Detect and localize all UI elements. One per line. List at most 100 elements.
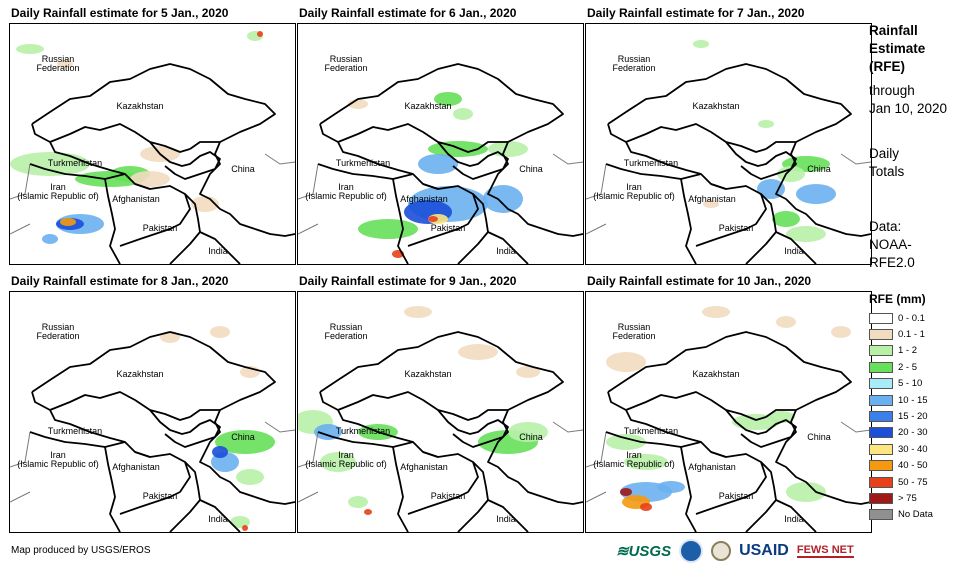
country-border-line [319,331,564,418]
country-label: Kazakhstan [692,369,739,379]
neighbor-border-line [298,491,319,503]
rainfall-patch [624,454,668,470]
neighbor-border-line [298,163,319,200]
country-label: Kazakhstan [116,369,163,379]
country-label: India [784,514,804,524]
legend: 0 - 0.1 0.1 - 1 1 - 2 2 - 5 5 - 10 10 - 15 15 … [869,310,933,523]
country-border-line [680,446,697,532]
country-label: Kazakhstan [692,101,739,111]
country-border-line [437,141,509,180]
country-border-line [199,409,256,498]
neighbor-border-line [840,153,871,165]
rainfall-patch [60,218,76,226]
side-title-line: Rainfall [869,23,918,38]
country-border-line [775,231,817,264]
side-through-line: Jan 10, 2020 [869,101,948,116]
rainfall-patch [702,306,730,318]
country-label: India [496,514,516,524]
rainfall-map: Russian Federation Kazakhstan Turkmenistan C… [297,23,584,265]
country-label: Afghanistan [112,462,160,472]
country-border-line [775,499,817,532]
map-panel-jan8: Daily Rainfall estimate for 8 Jan., 2020… [9,274,296,533]
map-panel-jan6: Daily Rainfall estimate for 6 Jan., 2020… [297,6,584,265]
legend-swatch [869,345,893,357]
rainfall-patch [453,108,473,120]
country-label: Turkmenistan [336,158,390,168]
neighbor-border-line [10,163,31,200]
rainfall-patch [10,152,90,176]
rainfall-patch [404,306,432,318]
country-border-line [31,331,276,418]
country-border-line [775,141,832,230]
neighbor-border-line [552,153,583,165]
country-label: Pakistan [431,223,466,233]
country-label: Pakistan [719,223,754,233]
country-border-line [775,409,832,498]
country-border-line [317,431,414,448]
legend-label: 5 - 10 [898,378,923,390]
side-through: through Jan 10, 2020 [869,82,947,118]
country-border-line [607,391,767,421]
legend-item: 20 - 30 [869,425,933,441]
rainfall-patch [57,60,73,68]
neighbor-border-line [586,163,607,200]
rainfall-patch [767,411,795,423]
country-label: Afghanistan [400,462,448,472]
panel-title: Daily Rainfall estimate for 7 Jan., 2020 [587,6,805,20]
legend-label: 20 - 30 [898,427,928,439]
country-border-line [31,391,191,421]
country-border-line [319,63,564,150]
rainfall-patch [210,326,230,338]
neighbor-border-line [264,153,295,165]
legend-label: 2 - 5 [898,361,918,373]
side-daily: Daily Totals [869,145,904,181]
legend-swatch [869,378,893,390]
map-panel-jan9: Daily Rainfall estimate for 9 Jan., 2020… [297,274,584,533]
fews-net-logo: FEWS NET [796,544,854,558]
country-label: India [208,246,228,256]
country-border-line [149,409,221,448]
country-border-line [31,63,276,150]
country-label: India [784,246,804,256]
legend-label: No Data [898,509,933,521]
legend-label: 1 - 2 [898,345,918,357]
country-border-line [487,141,544,230]
side-daily-line: Daily [869,146,900,161]
usgs-logo: ≋USGS [616,543,672,560]
rainfall-patch [483,185,523,213]
country-label: Federation [324,63,367,73]
country-border-line [407,451,479,515]
rainfall-patch [236,469,264,485]
country-border-line [607,63,852,150]
country-border-line [119,183,191,247]
rainfall-map: Russian Federation Kazakhstan Turkmenistan C… [585,291,872,533]
side-daily-line: Totals [869,164,905,179]
rainfall-patch [348,496,368,508]
country-label: Federation [36,331,79,341]
seal-logo-icon [711,541,732,561]
country-border-line [680,178,697,264]
country-label: Kazakhstan [116,101,163,111]
rainfall-map: Russian Federation Kazakhstan Turkmenistan C… [297,291,584,533]
legend-label: > 75 [898,492,917,504]
country-border-line [625,141,727,190]
country-label: Turkmenistan [624,158,678,168]
legend-label: 30 - 40 [898,443,928,455]
rainfall-patch [257,31,263,37]
rainfall-patch [776,316,796,328]
neighbor-border-line [264,421,295,433]
legend-item: 0 - 0.1 [869,310,933,326]
legend-item: 2 - 5 [869,359,933,375]
rainfall-patch [42,234,58,244]
rainfall-patch [215,430,275,454]
legend-label: 10 - 15 [898,394,928,406]
country-border-line [149,141,221,180]
country-label: Russian [330,54,363,64]
country-border-line [487,409,544,498]
rainfall-patch [620,488,632,496]
legend-label: 15 - 20 [898,411,928,423]
rainfall-patch [130,171,170,187]
